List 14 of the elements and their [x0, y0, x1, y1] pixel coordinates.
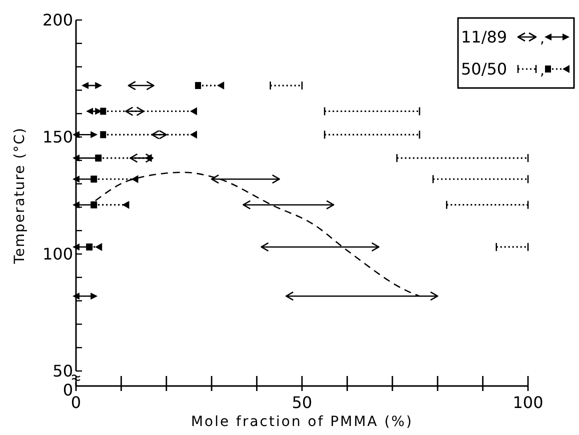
y-tick-label: 150	[42, 128, 73, 147]
legend-label: 50/50	[461, 60, 508, 79]
y-tick-label: 200	[42, 10, 73, 30]
legend-label: 11/89	[461, 28, 508, 47]
text: ,	[540, 31, 544, 47]
text: ,	[540, 63, 544, 79]
y-tick-label: 100	[42, 244, 73, 264]
x-tick-label: 100	[512, 393, 544, 412]
text: 0	[62, 380, 73, 400]
y-axis-title: Temperature (°C)	[12, 127, 28, 265]
x-tick-label: 50	[292, 393, 312, 412]
x-axis-title: Mole fraction of PMMA (%)	[190, 414, 414, 430]
y-tick-label: 50	[52, 362, 73, 381]
x-tick-label: 0	[70, 393, 82, 412]
